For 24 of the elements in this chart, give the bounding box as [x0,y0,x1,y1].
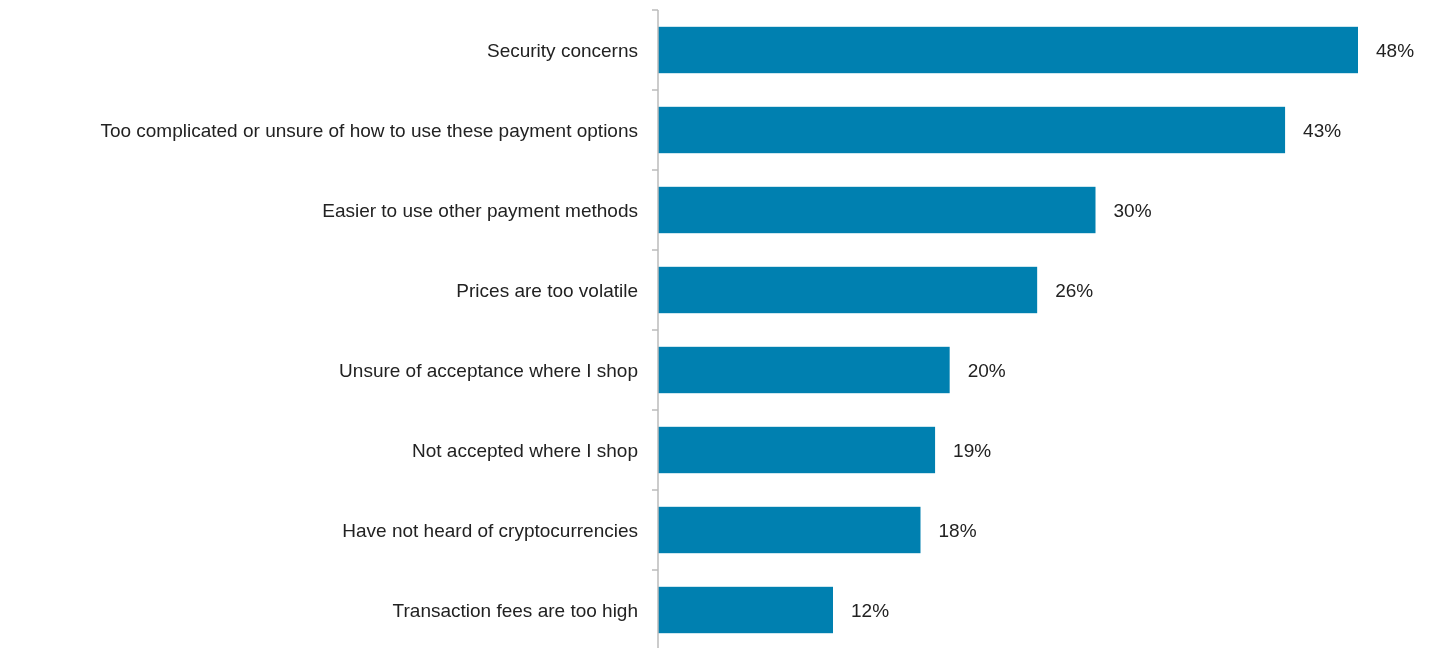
data-label: 48% [1376,39,1415,61]
data-label: 19% [953,439,992,461]
bar [658,346,950,394]
data-label: 26% [1055,279,1094,301]
bar [658,106,1286,154]
y-tick-label: Too complicated or unsure of how to use these payment options [100,119,638,141]
data-label: 43% [1303,119,1342,141]
bar [658,506,921,554]
y-tick-label: Transaction fees are too high [392,599,638,621]
data-label: 12% [851,599,890,621]
y-tick-label: Easier to use other payment methods [322,199,638,221]
bar [658,586,833,634]
data-label: 18% [938,519,977,541]
bar [658,266,1038,314]
data-label: 20% [967,359,1006,381]
y-tick-label: Have not heard of cryptocurrencies [342,519,638,541]
y-tick-label: Not accepted where I shop [411,439,638,461]
bar [658,426,936,474]
y-tick-label: Security concerns [486,39,638,61]
y-tick-label: Unsure of acceptance where I shop [339,359,638,381]
data-label: 30% [1113,199,1152,221]
bar [658,26,1358,74]
y-tick-label: Prices are too volatile [456,279,638,301]
bar [658,186,1096,234]
